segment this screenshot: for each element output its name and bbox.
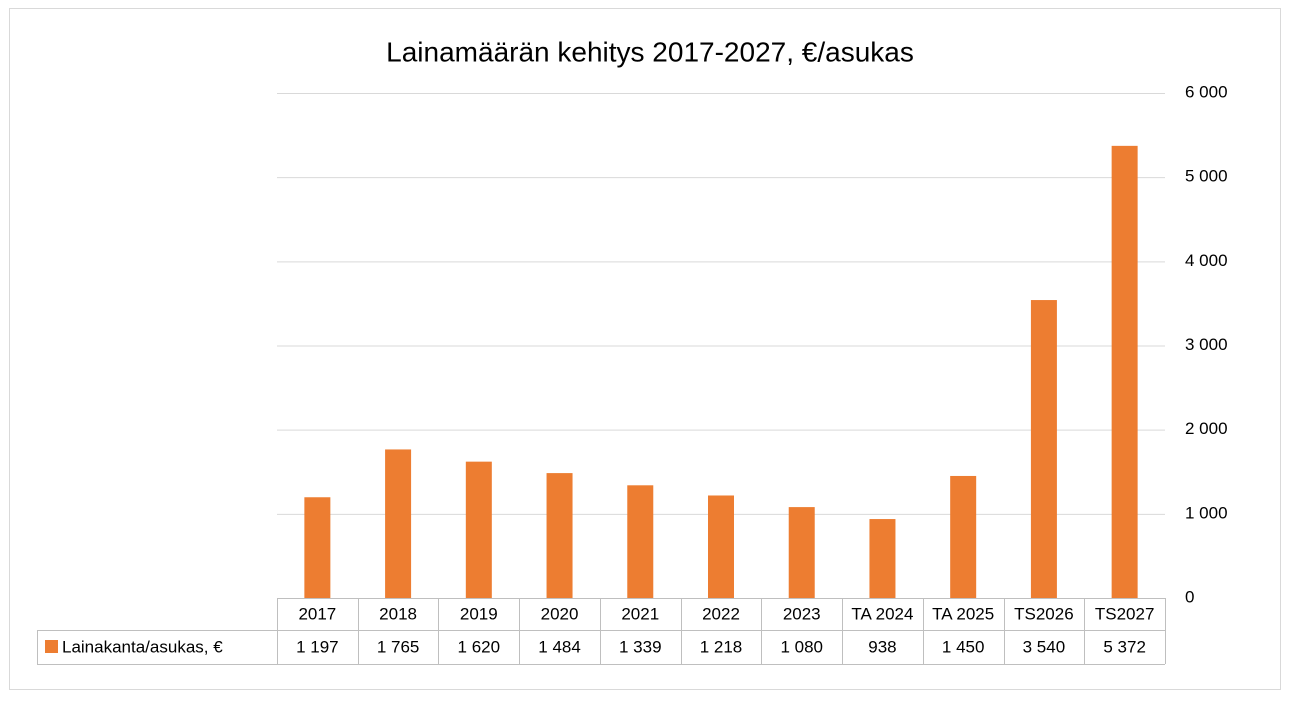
x-tick-label: 2022 [702, 604, 740, 623]
table-value: 5 372 [1103, 637, 1146, 656]
bar [708, 495, 734, 598]
table-value: 3 540 [1023, 637, 1066, 656]
table-value: 938 [868, 637, 896, 656]
bar [304, 497, 331, 598]
table-value: 1 765 [377, 637, 420, 656]
table-value: 1 620 [458, 637, 501, 656]
bar [950, 475, 977, 598]
y-tick-label: 0 [1185, 587, 1194, 606]
bar [1030, 300, 1057, 598]
y-tick-label: 2 000 [1185, 419, 1228, 438]
chart-title: Lainamäärän kehitys 2017-2027, €/asukas [386, 36, 914, 67]
y-tick-label: 6 000 [1185, 82, 1228, 101]
x-tick-label: TA 2024 [851, 604, 913, 623]
x-tick-label: 2020 [541, 604, 579, 623]
bar [869, 519, 896, 598]
y-tick-label: 1 000 [1185, 503, 1228, 522]
y-tick-label: 3 000 [1185, 335, 1228, 354]
y-tick-label: 4 000 [1185, 251, 1228, 270]
x-tick-label: TS2026 [1014, 604, 1074, 623]
bar [788, 507, 815, 598]
bar [627, 485, 654, 598]
x-tick-label: 2023 [783, 604, 821, 623]
bar [385, 449, 412, 598]
x-tick-label: 2021 [621, 604, 659, 623]
x-tick-label: TS2027 [1095, 604, 1155, 623]
table-value: 1 450 [942, 637, 985, 656]
table-value: 1 484 [538, 637, 581, 656]
x-tick-label: 2019 [460, 604, 498, 623]
x-tick-label: 2018 [379, 604, 417, 623]
x-tick-label: 2017 [298, 604, 336, 623]
y-tick-label: 5 000 [1185, 167, 1228, 186]
legend-swatch [45, 640, 58, 653]
bar [465, 461, 492, 598]
table-value: 1 197 [296, 637, 339, 656]
table-value: 1 080 [780, 637, 823, 656]
bar [1111, 145, 1138, 598]
table-value: 1 218 [700, 637, 743, 656]
table-value: 1 339 [619, 637, 662, 656]
legend-label: Lainakanta/asukas, € [62, 637, 223, 656]
x-tick-label: TA 2025 [932, 604, 994, 623]
bar [546, 473, 573, 598]
